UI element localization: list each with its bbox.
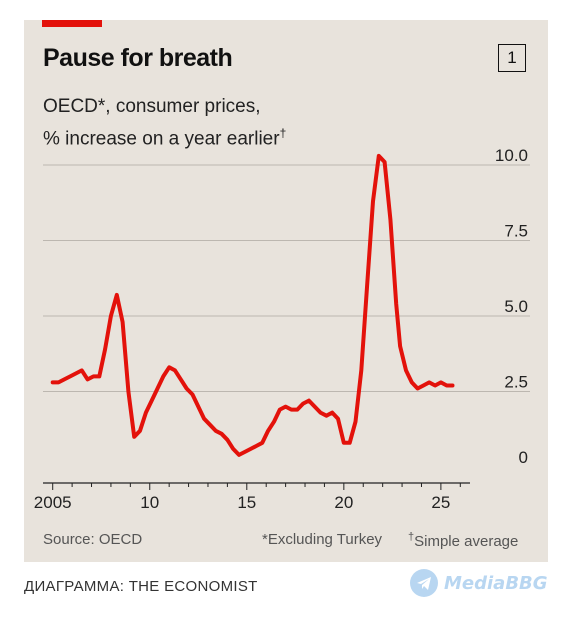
y-tick-label: 5.0 xyxy=(504,297,528,316)
dagger-mark: † xyxy=(279,126,287,140)
y-tick-label: 2.5 xyxy=(504,373,528,392)
x-tick-label: 2005 xyxy=(34,493,72,512)
subtitle-line-1: OECD*, consumer prices, xyxy=(43,96,261,117)
subtitle-line-2: % increase on a year earlier† xyxy=(43,126,287,150)
watermark-text: MediaBBG xyxy=(444,572,548,594)
source-note: Source: OECD xyxy=(43,531,143,548)
chart-card xyxy=(24,20,548,562)
telegram-icon xyxy=(410,569,438,597)
watermark: MediaBBG xyxy=(410,568,548,598)
chart-title: Pause for breath xyxy=(43,44,233,72)
x-tick-label: 25 xyxy=(431,493,450,512)
x-tick-label: 15 xyxy=(237,493,256,512)
x-tick-label: 20 xyxy=(334,493,353,512)
y-tick-label: 10.0 xyxy=(495,146,528,165)
accent-bar xyxy=(42,20,102,27)
chart-subtitle: OECD*, consumer prices, % increase on a … xyxy=(43,93,286,152)
footnote-excluding-turkey: *Excluding Turkey xyxy=(262,531,383,548)
chart-number-badge: 1 xyxy=(498,44,526,72)
x-tick-label: 10 xyxy=(140,493,159,512)
footnote-simple-average: †Simple average xyxy=(408,531,519,550)
y-tick-label: 0 xyxy=(519,448,528,467)
chart-credit: ДИАГРАММА: THE ECONOMIST xyxy=(24,578,258,595)
y-tick-label: 7.5 xyxy=(504,222,528,241)
series-line-cpi xyxy=(50,153,455,457)
